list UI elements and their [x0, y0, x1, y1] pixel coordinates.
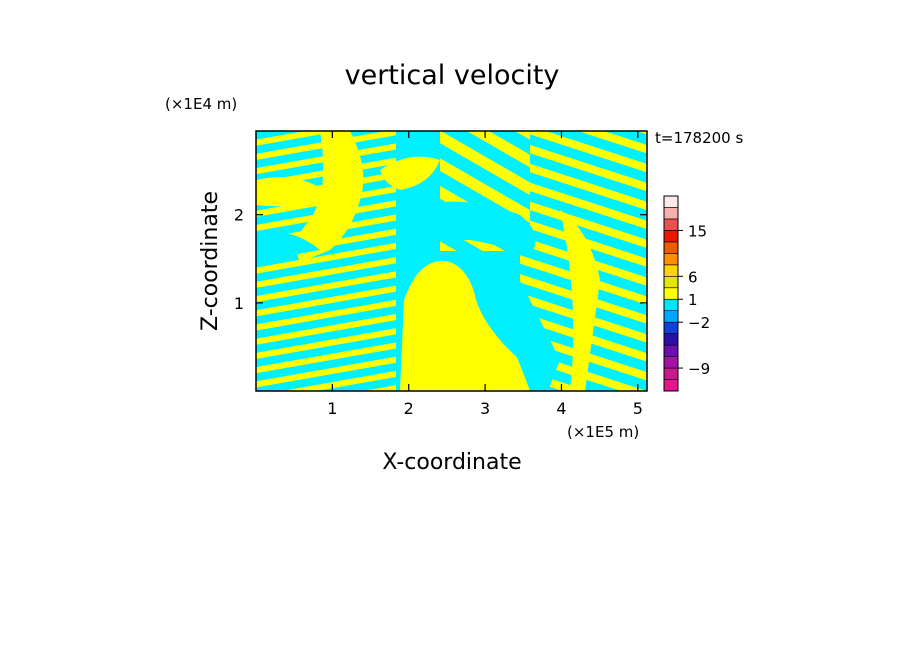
velocity-field: [256, 131, 647, 391]
x-tick-label: 4: [556, 399, 566, 418]
colorbar-band: [663, 253, 679, 266]
colorbar-band: [663, 310, 679, 323]
colorbar-band: [663, 264, 679, 277]
colorbar-band: [663, 218, 679, 231]
y-axis-ticks: 12: [234, 206, 647, 313]
colorbar-label: 6: [688, 268, 698, 286]
colorbar-band: [663, 287, 679, 300]
colorbar-frame: [663, 195, 679, 392]
colorbar: [663, 195, 679, 392]
y-axis-title: Z-coordinate: [198, 191, 223, 331]
x-tick-label: 5: [633, 399, 643, 418]
colorbar-band: [663, 298, 679, 312]
plot-frame: [255, 130, 648, 392]
x-axis-ticks: 1 2 3 4 5: [327, 131, 643, 418]
colorbar-band: [663, 275, 679, 289]
colorbar-band: [663, 344, 679, 357]
colorbar-label: 15: [688, 222, 707, 240]
chart-title: vertical velocity: [345, 60, 560, 91]
colorbar-band: [663, 321, 679, 334]
x-tick-label: 1: [327, 399, 337, 418]
x-unit-label: (×1E5 m): [567, 423, 639, 441]
colorbar-ticks: 15 6 1 −2 −9: [678, 222, 710, 378]
colorbar-band: [663, 207, 679, 220]
y-tick-label: 2: [234, 206, 244, 225]
colorbar-label: −9: [688, 360, 710, 378]
colorbar-band: [663, 195, 679, 208]
x-tick-label: 2: [404, 399, 414, 418]
x-axis-title: X-coordinate: [382, 450, 521, 475]
colorbar-band: [663, 367, 679, 380]
time-label: t=178200 s: [655, 129, 743, 147]
colorbar-band: [663, 230, 679, 243]
colorbar-band: [663, 379, 679, 392]
colorbar-band: [663, 356, 679, 369]
colorbar-band: [663, 241, 679, 254]
y-tick-label: 1: [234, 294, 244, 313]
colorbar-label: −2: [688, 314, 710, 332]
colorbar-label: 1: [688, 291, 698, 309]
colorbar-band: [663, 333, 679, 346]
y-unit-label: (×1E4 m): [165, 95, 237, 113]
x-tick-label: 3: [480, 399, 490, 418]
